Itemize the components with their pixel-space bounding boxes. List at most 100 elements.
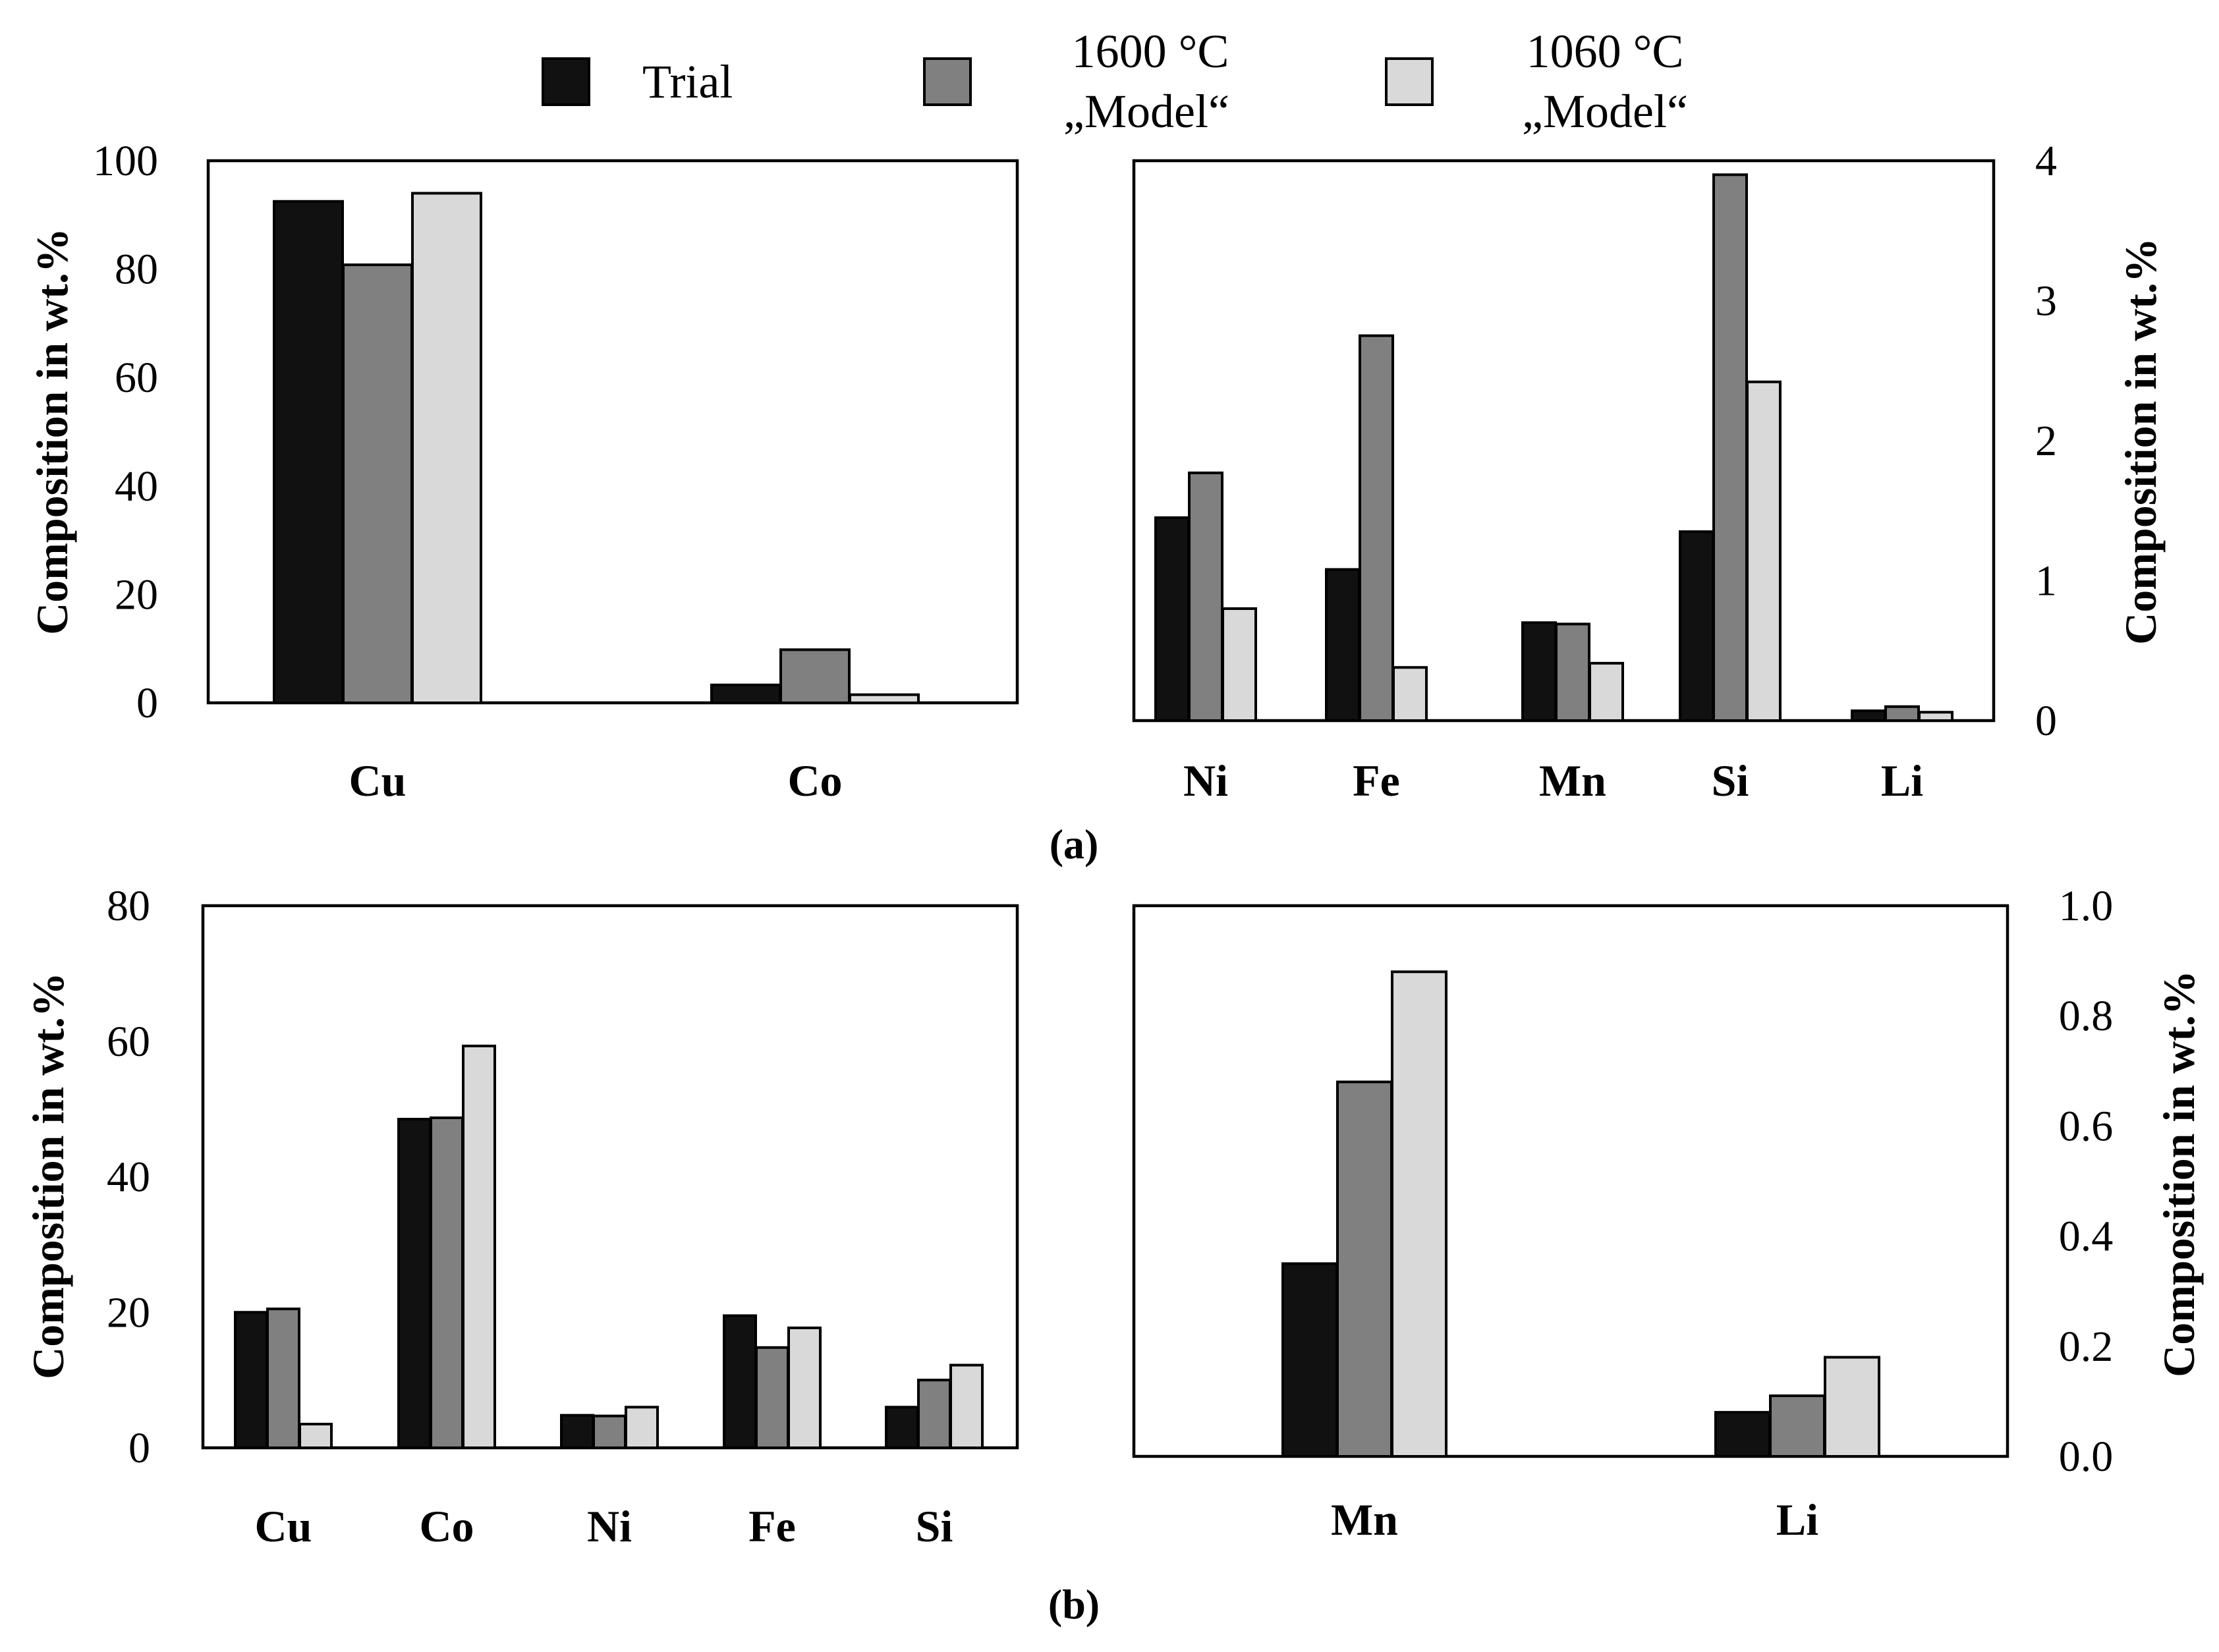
bar-si-trial — [1679, 530, 1714, 722]
bar-li-m1060 — [1918, 711, 1953, 722]
x-category-labels: Cu Co — [349, 756, 843, 806]
bar-si-m1600 — [917, 1379, 951, 1449]
bar-si-trial — [885, 1406, 919, 1449]
bar-group — [234, 1044, 984, 1450]
x-tick-label-fe: Fe — [748, 1501, 796, 1551]
x-tick-label-mn: Mn — [1331, 1495, 1398, 1545]
bar-group — [1154, 173, 1953, 722]
y-tick-label: 0 — [136, 679, 158, 727]
x-tick-label-ni: Ni — [1183, 756, 1228, 806]
plot-frame — [201, 904, 1019, 1450]
x-tick-label-ni: Ni — [587, 1501, 632, 1551]
y-tick-label: 40 — [115, 462, 158, 510]
y-tick-label: 0 — [128, 1424, 150, 1472]
legend-label-1600-line2: „Model“ — [1063, 85, 1229, 138]
x-tick-label-mn: Mn — [1539, 756, 1606, 806]
legend-swatch-1600 — [923, 57, 972, 106]
legend-item-1600: 1600 °C „Model“ — [923, 25, 1229, 138]
y-tick-label: 60 — [107, 1018, 150, 1066]
x-category-labels: Mn Li — [1331, 1495, 1818, 1545]
bar-ni-m1600 — [1188, 471, 1223, 722]
bar-cu-m1060 — [411, 192, 482, 704]
y-axis-label: Composition in wt.% — [2116, 238, 2166, 645]
bar-si-m1600 — [1712, 173, 1748, 722]
y-tick-label: 80 — [115, 246, 158, 294]
bar-ni-m1060 — [625, 1406, 659, 1449]
y-axis-label: Composition in wt.% — [27, 228, 77, 635]
y-tick-label: 0.8 — [2059, 992, 2114, 1040]
bar-li-m1060 — [1824, 1356, 1880, 1458]
y-tick-label: 1.0 — [2059, 882, 2114, 930]
bar-fe-trial — [723, 1314, 757, 1450]
chart-b-left: 0 20 40 60 80 Cu Co Ni Fe Si Composition in wt.% — [23, 882, 1019, 1551]
bar-li-m1600 — [1884, 705, 1920, 722]
bar-co-m1600 — [779, 648, 851, 705]
bar-mn-trial — [1521, 621, 1557, 722]
x-tick-label-li: Li — [1776, 1495, 1818, 1545]
x-tick-label-cu: Cu — [349, 756, 407, 806]
bar-group — [1281, 970, 1880, 1458]
y-tick-label: 1 — [2035, 557, 2057, 605]
y-tick-labels: 0 20 40 60 80 100 — [93, 137, 158, 727]
x-tick-label-co: Co — [419, 1501, 474, 1551]
y-tick-label: 0.4 — [2059, 1213, 2114, 1261]
bar-ni-m1060 — [1222, 607, 1257, 722]
x-tick-label-fe: Fe — [1353, 756, 1400, 806]
bar-co-m1060 — [849, 693, 920, 705]
y-tick-label: 20 — [107, 1288, 150, 1336]
bar-fe-m1600 — [755, 1346, 789, 1449]
plot-frame — [1132, 904, 2009, 1458]
bar-li-trial — [1714, 1411, 1771, 1458]
y-tick-label: 40 — [107, 1153, 150, 1201]
panel-label-b: (b) — [1048, 1581, 1100, 1628]
legend-label-trial: Trial — [642, 55, 733, 108]
bar-mn-m1600 — [1336, 1080, 1393, 1458]
bar-cu-trial — [273, 200, 344, 705]
legend-swatch-trial — [542, 57, 590, 106]
legend-label-1060-line1: 1060 °C — [1527, 25, 1684, 78]
y-axis-label: Composition in wt.% — [23, 972, 73, 1379]
bar-ni-trial — [1154, 516, 1190, 722]
x-category-labels: Ni Fe Mn Si Li — [1183, 756, 1923, 806]
bar-cu-trial — [234, 1311, 268, 1449]
bar-si-m1060 — [949, 1363, 984, 1449]
y-tick-label: 0.6 — [2059, 1102, 2114, 1150]
y-tick-labels: 0 1 2 3 4 — [2035, 137, 2057, 745]
x-category-labels: Cu Co Ni Fe Si — [255, 1501, 953, 1551]
legend: Trial 1600 °C „Model“ 1060 °C „Model“ — [542, 25, 1688, 138]
x-tick-label-co: Co — [787, 756, 842, 806]
chart-a-right: 0 1 2 3 4 Ni Fe Mn Si Li Composition in wt.% — [1132, 137, 2166, 806]
y-tick-label: 100 — [93, 137, 158, 185]
legend-item-trial: Trial — [542, 55, 733, 108]
bar-cu-m1060 — [298, 1422, 333, 1449]
bar-mn-trial — [1281, 1262, 1338, 1458]
y-tick-label: 20 — [115, 570, 158, 619]
y-tick-label: 60 — [115, 354, 158, 402]
y-tick-label: 2 — [2035, 417, 2057, 465]
bar-li-trial — [1851, 709, 1886, 722]
y-tick-label: 4 — [2035, 137, 2057, 185]
legend-swatch-1060 — [1385, 57, 1434, 106]
y-tick-labels: 0.0 0.2 0.4 0.6 0.8 1.0 — [2059, 882, 2114, 1481]
bar-group — [273, 192, 920, 705]
bar-mn-m1060 — [1391, 970, 1447, 1458]
bar-fe-m1060 — [787, 1326, 822, 1449]
legend-label-1600-line1: 1600 °C — [1072, 25, 1229, 78]
bar-cu-m1600 — [342, 263, 413, 704]
y-tick-labels: 0 20 40 60 80 — [107, 882, 150, 1472]
y-tick-label: 80 — [107, 882, 150, 930]
chart-b-right: 0.0 0.2 0.4 0.6 0.8 1.0 Mn Li Composition in w… — [1132, 882, 2204, 1545]
y-tick-label: 3 — [2035, 277, 2057, 325]
bar-fe-m1600 — [1359, 334, 1394, 722]
bar-fe-trial — [1325, 568, 1361, 722]
bar-cu-m1600 — [266, 1308, 300, 1449]
panel-label-a: (a) — [1050, 821, 1099, 867]
bar-co-m1060 — [462, 1044, 496, 1450]
y-tick-label: 0.2 — [2059, 1323, 2114, 1371]
bar-mn-m1600 — [1555, 622, 1590, 722]
bar-co-m1600 — [430, 1116, 464, 1450]
plot-frame — [206, 159, 1019, 705]
bar-ni-trial — [560, 1414, 594, 1450]
chart-a-left: 0 20 40 60 80 100 Cu Co Composition in wt.% — [27, 137, 1019, 806]
